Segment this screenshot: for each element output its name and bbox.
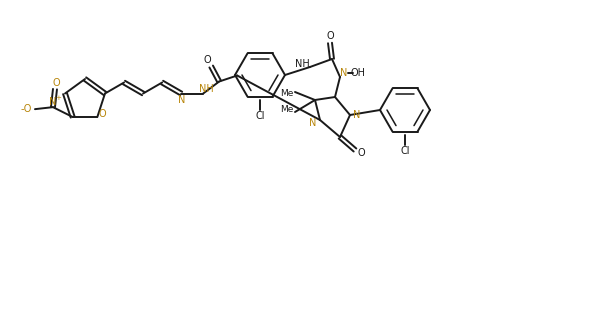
Text: O: O: [357, 148, 365, 158]
Text: Cl: Cl: [400, 146, 410, 156]
Text: O: O: [98, 109, 106, 119]
Text: N: N: [340, 68, 348, 78]
Text: N: N: [309, 118, 316, 128]
Text: O: O: [204, 54, 211, 65]
Text: O: O: [52, 78, 60, 88]
Text: +: +: [55, 95, 61, 101]
Text: NH: NH: [295, 59, 309, 69]
Text: N: N: [353, 110, 361, 120]
Text: Cl: Cl: [255, 111, 265, 121]
Text: N: N: [50, 97, 57, 107]
Text: -O: -O: [21, 104, 31, 114]
Text: O: O: [326, 31, 334, 41]
Text: N: N: [179, 94, 186, 105]
Text: OH: OH: [350, 68, 365, 78]
Text: Me: Me: [280, 106, 294, 114]
Text: Me: Me: [280, 89, 294, 99]
Text: NH: NH: [199, 83, 214, 94]
